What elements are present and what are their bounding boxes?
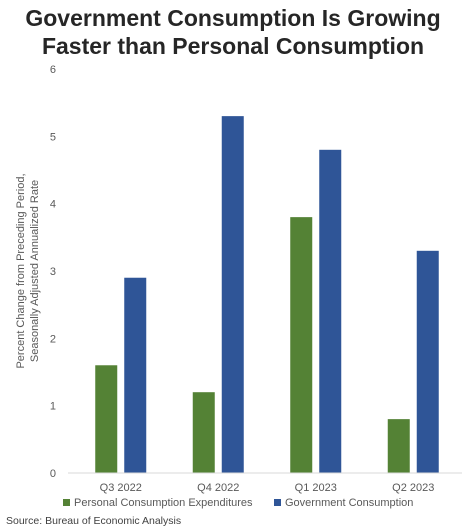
y-axis-label-line: Seasonally Adjusted Annualized Rate (29, 180, 41, 362)
x-tick-label: Q4 2022 (197, 482, 239, 494)
y-tick-label: 6 (50, 64, 56, 76)
bars (95, 116, 439, 474)
bar-government-consumption (221, 116, 244, 473)
y-tick-label: 0 (50, 468, 56, 480)
x-axis-ticks: Q3 2022 Q4 2022 Q1 2023 Q2 2023 (100, 482, 435, 494)
bar-government-consumption (124, 277, 147, 473)
y-tick-label: 4 (50, 199, 56, 211)
bar-personal-consumption (387, 419, 410, 473)
y-tick-label: 5 (50, 131, 56, 143)
legend-swatch (274, 499, 281, 506)
bar-government-consumption (416, 250, 439, 473)
bar-personal-consumption (290, 217, 313, 473)
y-axis-ticks: 0 1 2 3 4 5 6 (50, 64, 56, 480)
legend-label: Government Consumption (285, 497, 413, 509)
bar-personal-consumption (95, 365, 118, 473)
chart-title: Government Consumption Is Growing Faster… (0, 4, 466, 60)
legend: Personal Consumption Expenditures Governm… (63, 497, 413, 509)
chart-title-line-2: Faster than Personal Consumption (41, 33, 425, 59)
chart-title-line-1: Government Consumption Is Growing (25, 5, 441, 31)
legend-label: Personal Consumption Expenditures (74, 497, 253, 509)
x-tick-label: Q2 2023 (392, 482, 434, 494)
y-tick-label: 3 (50, 266, 56, 278)
legend-swatch (63, 499, 70, 506)
y-tick-label: 1 (50, 401, 56, 413)
bar-government-consumption (319, 149, 342, 474)
x-tick-label: Q3 2022 (100, 482, 142, 494)
y-axis-label-line: Percent Change from Preceding Period, (15, 173, 27, 368)
source-note: Source: Bureau of Economic Analysis (6, 515, 182, 527)
x-tick-label: Q1 2023 (295, 482, 337, 494)
bar-personal-consumption (192, 392, 215, 473)
y-axis-label: Percent Change from Preceding Period, Sea… (15, 173, 41, 368)
y-tick-label: 2 (50, 333, 56, 345)
